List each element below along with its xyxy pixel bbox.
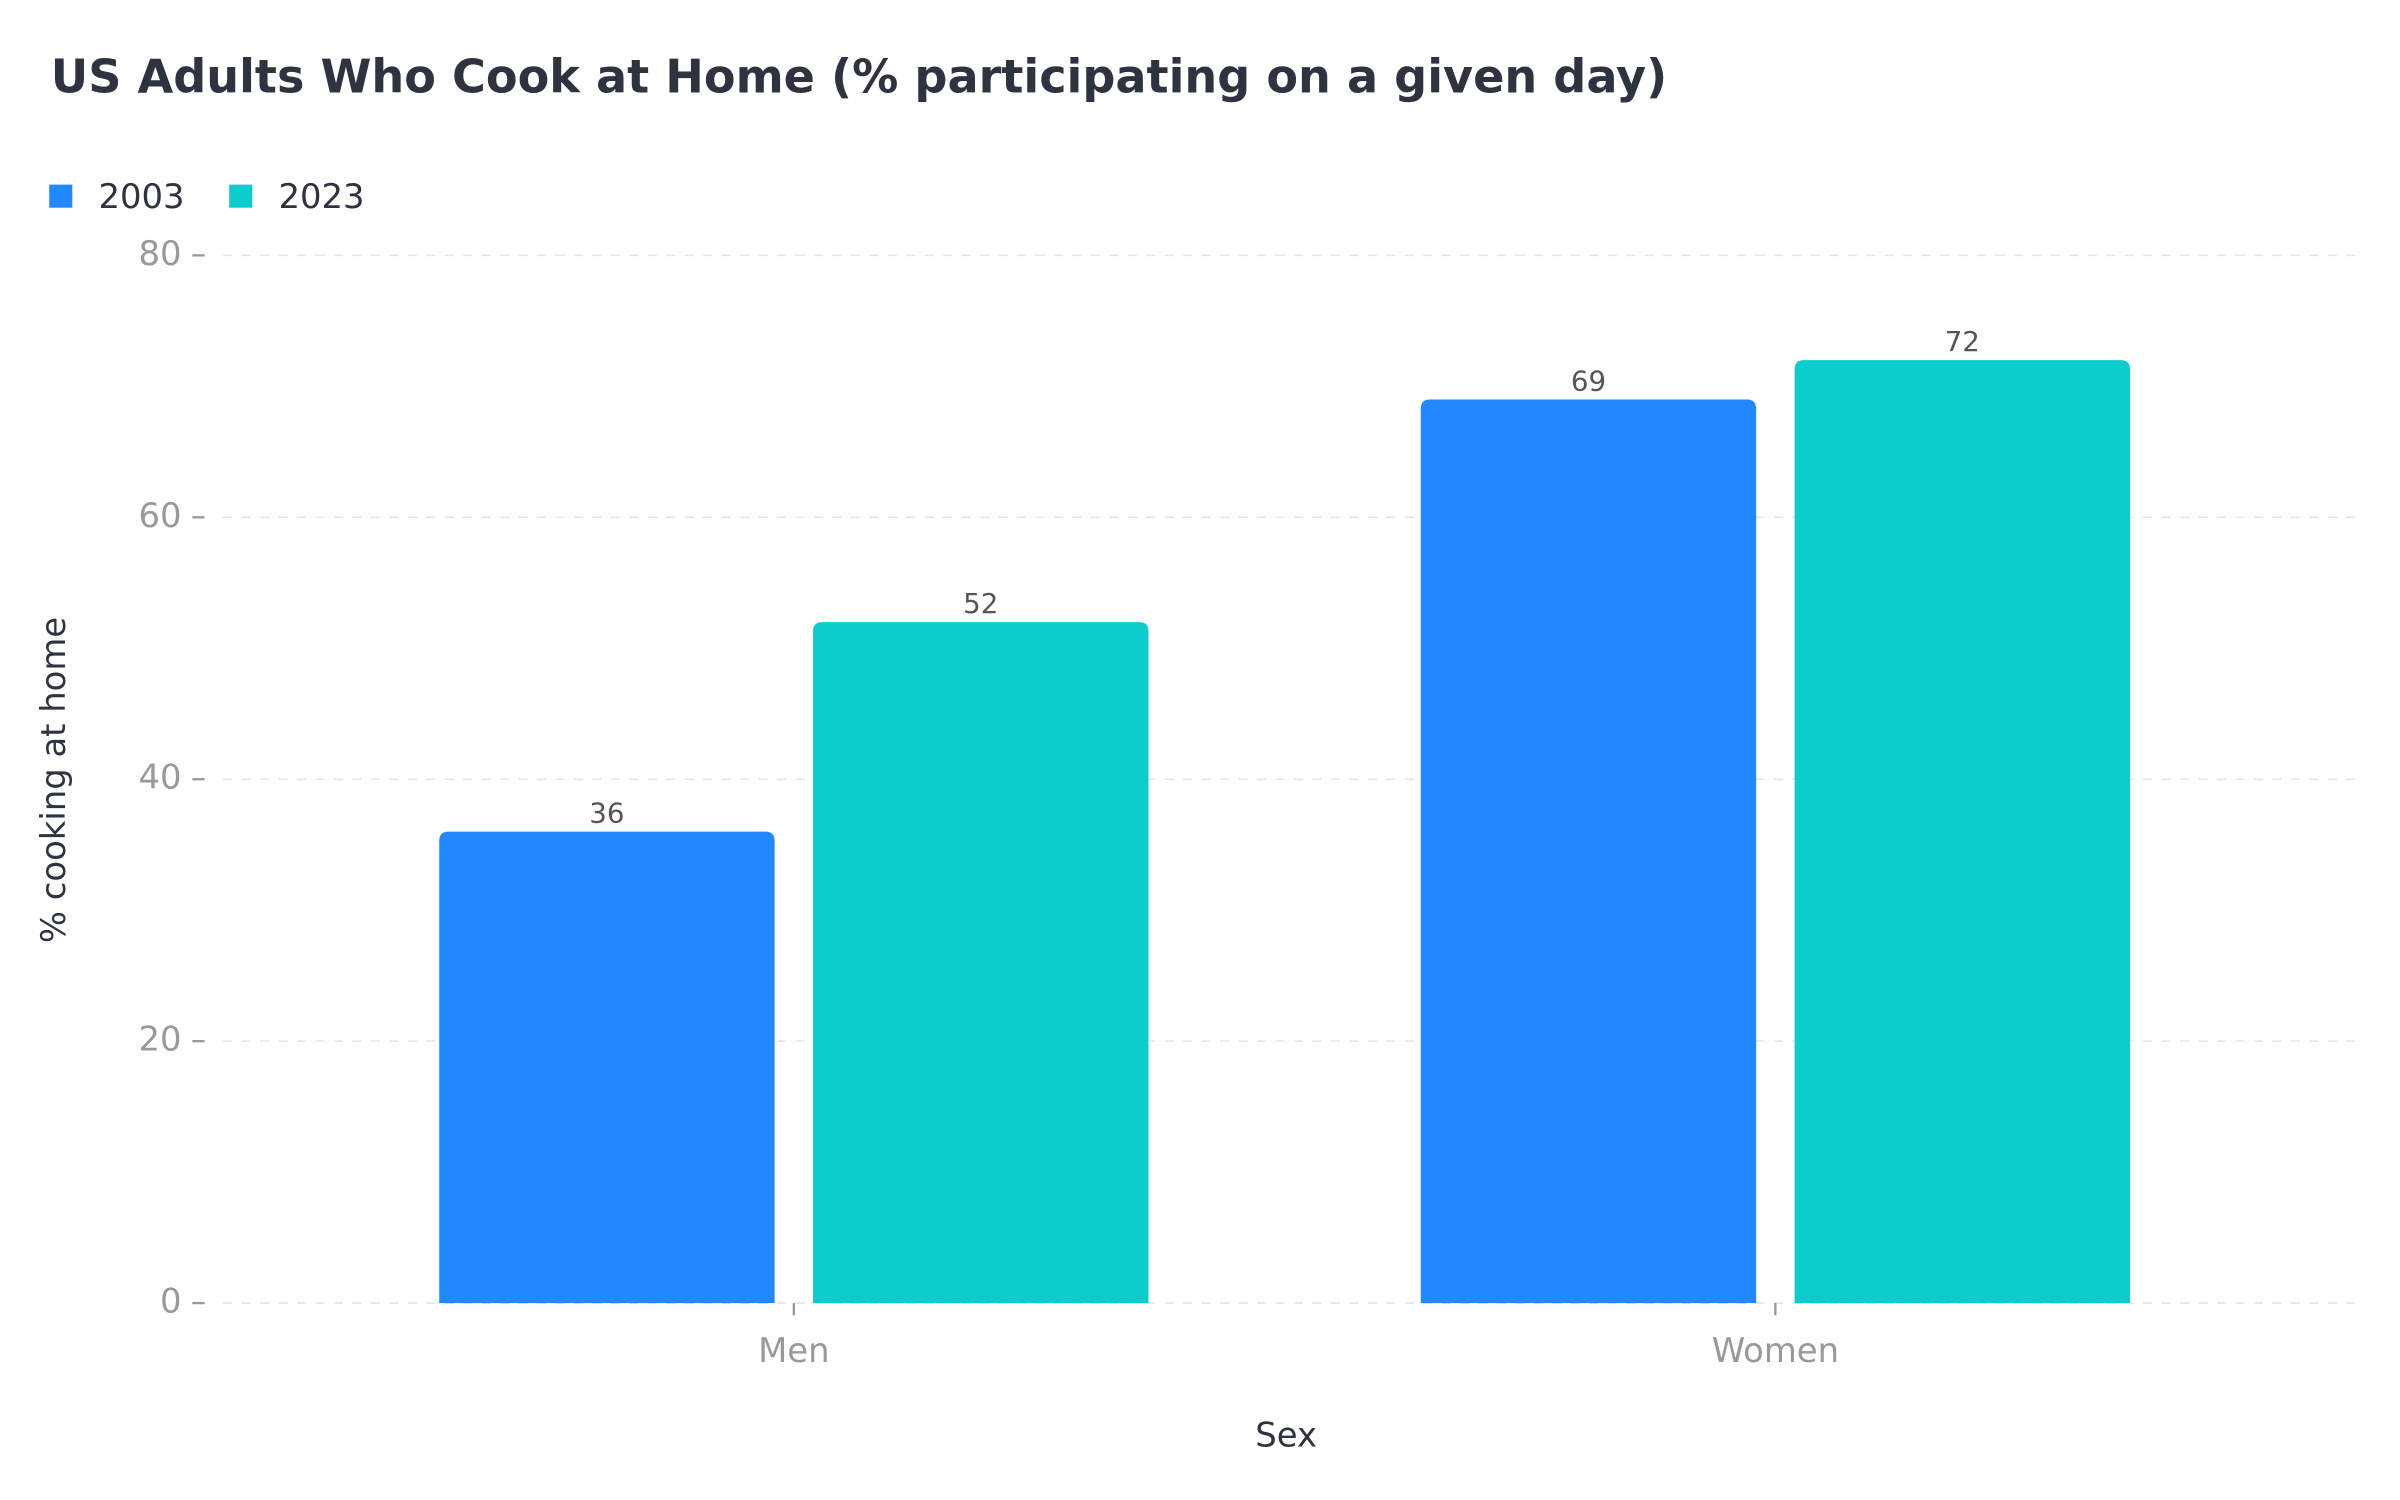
- y-tick-label: 60: [138, 496, 181, 535]
- y-tick-label: 20: [138, 1020, 181, 1059]
- bar: [439, 831, 775, 1304]
- value-label: 36: [589, 797, 624, 830]
- y-tick-label: 40: [138, 758, 181, 797]
- bar: [1420, 399, 1757, 1304]
- x-tick-label: Women: [1712, 1331, 1839, 1370]
- x-tick-label: Men: [758, 1331, 829, 1370]
- legend-label: 2023: [278, 177, 364, 216]
- x-axis-label: Sex: [1255, 1415, 1317, 1454]
- y-tick-label: 80: [138, 234, 181, 273]
- value-label: 52: [963, 587, 998, 620]
- bar: [813, 622, 1149, 1304]
- bar: [1794, 360, 2130, 1304]
- value-label: 69: [1571, 365, 1606, 398]
- legend-label: 2003: [98, 177, 184, 216]
- legend-swatch: [49, 184, 73, 208]
- y-tick-label: 0: [160, 1282, 182, 1321]
- value-label: 72: [1945, 325, 1980, 358]
- legend-swatch: [229, 184, 253, 208]
- chart-title: US Adults Who Cook at Home (% participat…: [51, 50, 1667, 104]
- y-axis-label: % cooking at home: [34, 617, 73, 943]
